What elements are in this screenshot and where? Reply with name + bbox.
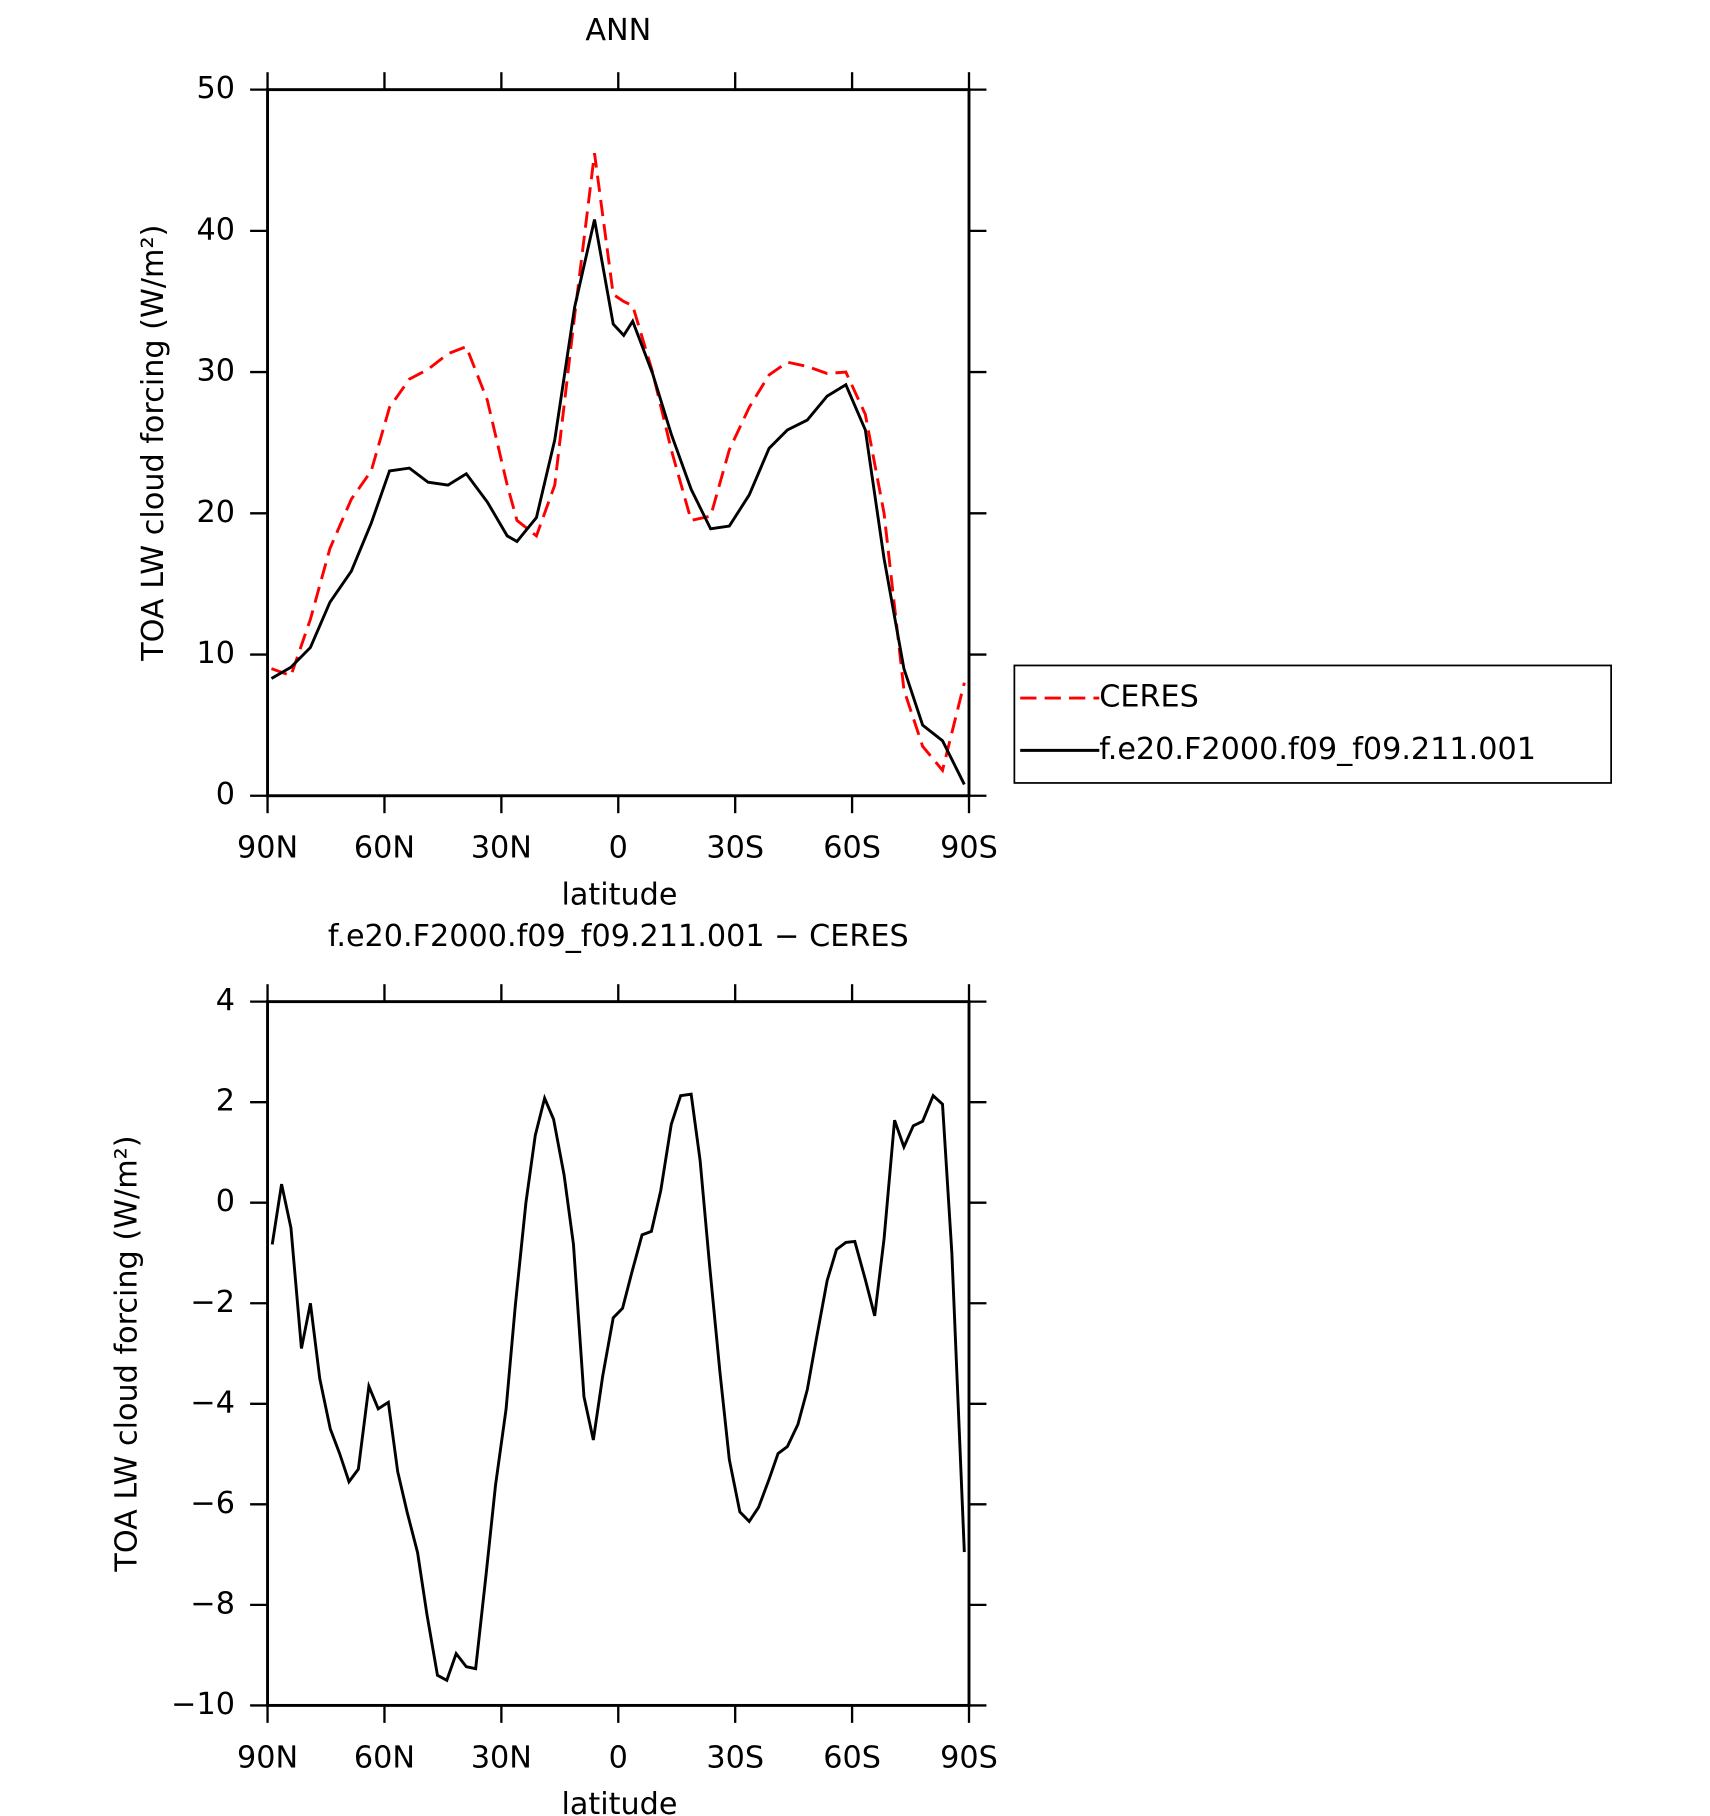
y-axis-label: TOA LW cloud forcing (W/m²): [136, 225, 171, 662]
data-line: [270, 153, 966, 774]
x-tick-label: 90N: [237, 831, 298, 866]
y-tick-label: 30: [196, 354, 234, 389]
y-tick-label: −2: [190, 1285, 235, 1320]
plot-frame: [266, 1000, 971, 1707]
chart-title: ANN: [585, 13, 651, 48]
x-axis-label: latitude: [561, 1787, 677, 1816]
y-tick-label: 20: [196, 495, 234, 530]
y-tick-label: −10: [171, 1687, 235, 1722]
plot-frame: [266, 88, 971, 798]
y-axis-label: TOA LW cloud forcing (W/m²): [109, 1135, 144, 1572]
y-tick-label: 0: [216, 1184, 235, 1219]
legend-label: CERES: [1099, 680, 1199, 715]
x-tick-label: 30S: [706, 1740, 764, 1775]
legend-box: [1013, 664, 1612, 784]
data-line: [270, 1092, 966, 1683]
y-tick-label: 0: [216, 777, 235, 812]
x-tick-label: 90N: [237, 1740, 298, 1775]
y-tick-label: 4: [216, 983, 235, 1018]
x-tick-label: 90S: [940, 831, 998, 866]
chart-title: f.e20.F2000.f09_f09.211.001 − CERES: [328, 919, 909, 954]
x-tick-label: 60N: [354, 1740, 415, 1775]
x-tick-label: 30S: [706, 831, 764, 866]
y-tick-label: 10: [196, 636, 234, 671]
x-tick-label: 30N: [471, 1740, 532, 1775]
data-line: [270, 219, 966, 786]
y-tick-label: 2: [216, 1084, 235, 1119]
x-tick-label: 60S: [823, 831, 881, 866]
x-tick-label: 30N: [471, 831, 532, 866]
x-tick-label: 90S: [940, 1740, 998, 1775]
x-tick-label: 0: [609, 831, 628, 866]
y-tick-label: 50: [196, 71, 234, 106]
legend-label: f.e20.F2000.f09_f09.211.001: [1099, 732, 1536, 767]
y-tick-label: −8: [190, 1586, 235, 1621]
y-tick-label: −4: [190, 1385, 235, 1420]
y-tick-label: −6: [190, 1486, 235, 1521]
x-tick-label: 60N: [354, 831, 415, 866]
x-tick-label: 0: [609, 1740, 628, 1775]
x-tick-label: 60S: [823, 1740, 881, 1775]
x-axis-label: latitude: [561, 877, 677, 912]
y-tick-label: 40: [196, 212, 234, 247]
